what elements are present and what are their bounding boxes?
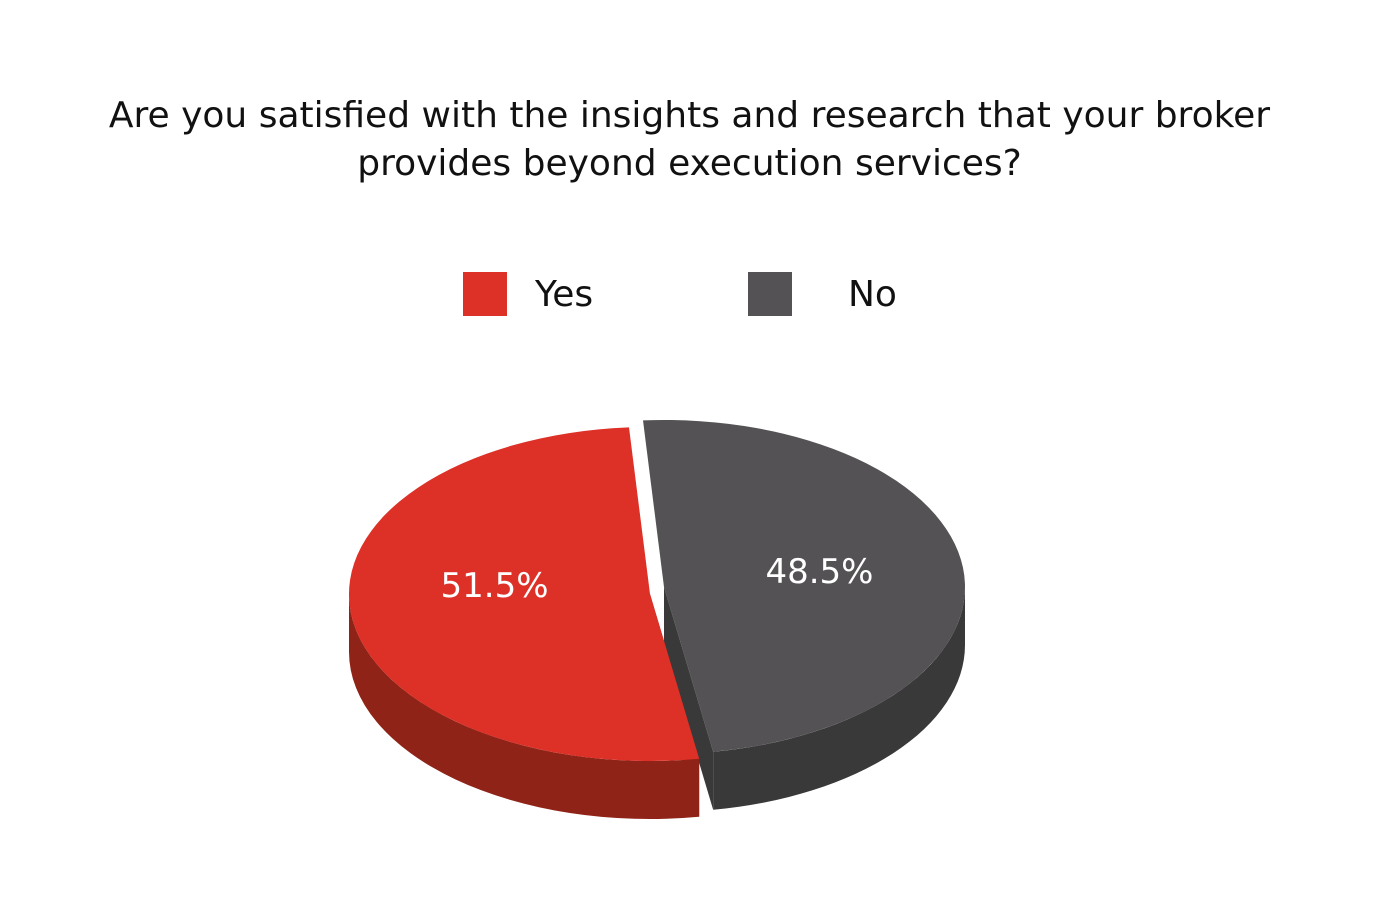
legend-label-yes: Yes [535, 273, 594, 315]
pie-tops [348, 419, 966, 762]
pie-slice-yes [348, 427, 700, 762]
legend-swatch-yes [463, 272, 507, 316]
chart-title: Are you satisfied with the insights and … [0, 92, 1379, 188]
pie-slice-no [643, 419, 966, 752]
pie-side-no-0 [713, 587, 965, 810]
pie-side-yes-0 [349, 594, 700, 819]
pie-label-no: 48.5% [765, 552, 873, 592]
chart-title-line-1: Are you satisfied with the insights and … [108, 95, 1271, 136]
chart-title-line-2: provides beyond execution services? [357, 143, 1022, 184]
pie-label-yes: 51.5% [441, 566, 549, 606]
legend-swatch-no [748, 272, 792, 316]
pie-labels: 48.5% 51.5% [441, 552, 874, 606]
legend-label-no: No [848, 273, 897, 315]
legend-item-yes: Yes [463, 272, 593, 316]
legend-item-no: No [748, 272, 897, 316]
pie-wall-no [664, 587, 714, 810]
